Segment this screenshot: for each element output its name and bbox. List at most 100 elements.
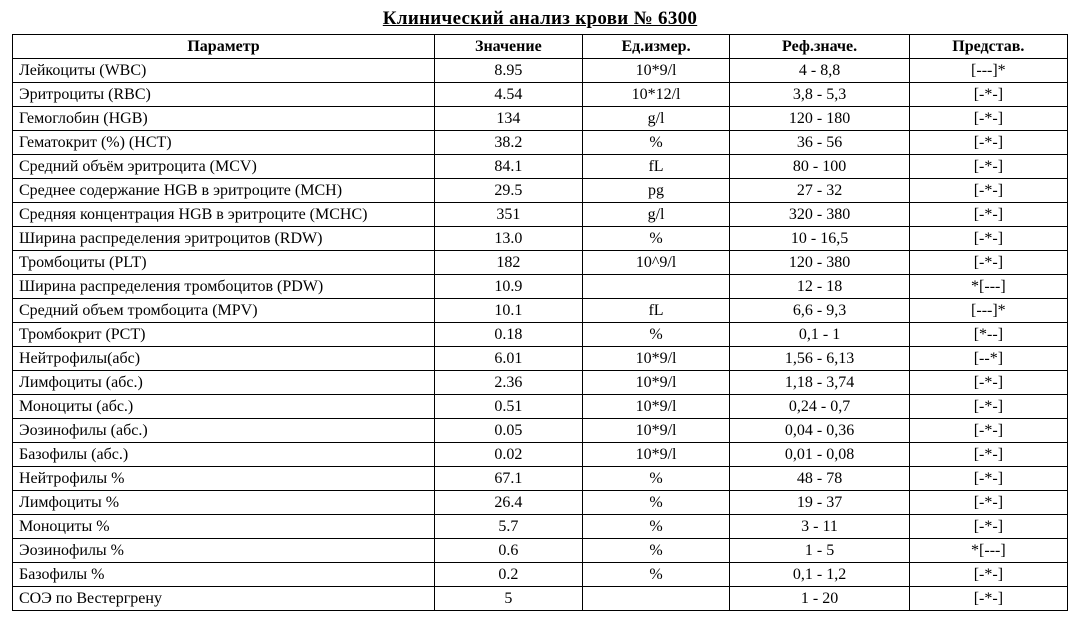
cell-rep: [-*-] [909,227,1067,251]
cell-ref: 3 - 11 [730,515,909,539]
cell-ref: 48 - 78 [730,467,909,491]
table-row: Эозинофилы (абс.)0.0510*9/l0,04 - 0,36[-… [13,419,1068,443]
cell-value: 0.05 [435,419,583,443]
cell-value: 13.0 [435,227,583,251]
cell-ref: 27 - 32 [730,179,909,203]
cell-value: 0.02 [435,443,583,467]
cell-param: Тромбокрит (PCT) [13,323,435,347]
table-row: Лимфоциты %26.4%19 - 37[-*-] [13,491,1068,515]
cell-rep: *[---] [909,275,1067,299]
cell-rep: [-*-] [909,371,1067,395]
cell-value: 26.4 [435,491,583,515]
cell-unit: % [582,227,730,251]
table-row: Нейтрофилы(абс)6.0110*9/l1,56 - 6,13[--*… [13,347,1068,371]
col-unit: Ед.измер. [582,35,730,59]
table-row: Тромбокрит (PCT)0.18%0,1 - 1[*--] [13,323,1068,347]
cell-ref: 1 - 5 [730,539,909,563]
cell-rep: [---]* [909,299,1067,323]
cell-unit: pg [582,179,730,203]
cell-param: Моноциты (абс.) [13,395,435,419]
cell-rep: [-*-] [909,419,1067,443]
col-ref: Реф.значе. [730,35,909,59]
cell-param: Средний объём эритроцита (MCV) [13,155,435,179]
cell-unit [582,275,730,299]
cell-rep: [-*-] [909,179,1067,203]
cell-value: 0.18 [435,323,583,347]
table-row: Ширина распределения тромбоцитов (PDW)10… [13,275,1068,299]
table-row: Лейкоциты (WBC)8.9510*9/l4 - 8,8[---]* [13,59,1068,83]
cell-unit: g/l [582,107,730,131]
cell-param: Тромбоциты (PLT) [13,251,435,275]
cell-rep: [-*-] [909,467,1067,491]
cell-rep: [-*-] [909,515,1067,539]
cell-rep: *[---] [909,539,1067,563]
cell-value: 5 [435,587,583,611]
table-row: Гематокрит (%) (HCT)38.2%36 - 56[-*-] [13,131,1068,155]
table-row: Моноциты %5.7%3 - 11[-*-] [13,515,1068,539]
cell-unit: 10^9/l [582,251,730,275]
col-value: Значение [435,35,583,59]
cell-ref: 80 - 100 [730,155,909,179]
cell-value: 351 [435,203,583,227]
cell-value: 8.95 [435,59,583,83]
cell-value: 182 [435,251,583,275]
cell-rep: [---]* [909,59,1067,83]
cell-unit: 10*9/l [582,371,730,395]
cell-value: 4.54 [435,83,583,107]
cell-value: 29.5 [435,179,583,203]
cell-unit: 10*9/l [582,419,730,443]
cell-rep: [-*-] [909,491,1067,515]
cell-value: 6.01 [435,347,583,371]
cell-rep: [-*-] [909,587,1067,611]
cell-ref: 36 - 56 [730,131,909,155]
cell-unit: 10*12/l [582,83,730,107]
cell-param: Лейкоциты (WBC) [13,59,435,83]
table-row: СОЭ по Вестергрену5 1 - 20[-*-] [13,587,1068,611]
cell-unit: % [582,539,730,563]
cell-param: СОЭ по Вестергрену [13,587,435,611]
cell-param: Моноциты % [13,515,435,539]
cell-unit: % [582,131,730,155]
cell-value: 10.9 [435,275,583,299]
cell-ref: 120 - 180 [730,107,909,131]
cell-rep: [--*] [909,347,1067,371]
cell-ref: 3,8 - 5,3 [730,83,909,107]
cell-value: 38.2 [435,131,583,155]
cell-param: Лимфоциты % [13,491,435,515]
cell-unit: % [582,515,730,539]
table-row: Ширина распределения эритроцитов (RDW)13… [13,227,1068,251]
cell-param: Эозинофилы (абс.) [13,419,435,443]
cell-rep: [-*-] [909,395,1067,419]
table-row: Базофилы %0.2%0,1 - 1,2[-*-] [13,563,1068,587]
table-row: Базофилы (абс.)0.0210*9/l0,01 - 0,08[-*-… [13,443,1068,467]
cell-value: 0.6 [435,539,583,563]
table-row: Средний объём эритроцита (MCV)84.1fL80 -… [13,155,1068,179]
cell-param: Лимфоциты (абс.) [13,371,435,395]
cell-ref: 1 - 20 [730,587,909,611]
cell-ref: 10 - 16,5 [730,227,909,251]
cell-unit: 10*9/l [582,443,730,467]
cell-ref: 0,24 - 0,7 [730,395,909,419]
cell-ref: 4 - 8,8 [730,59,909,83]
cell-param: Средний объем тромбоцита (MPV) [13,299,435,323]
cell-param: Ширина распределения тромбоцитов (PDW) [13,275,435,299]
cell-param: Средняя концентрация HGB в эритроците (M… [13,203,435,227]
cell-param: Гемоглобин (HGB) [13,107,435,131]
cell-ref: 0,01 - 0,08 [730,443,909,467]
cell-param: Ширина распределения эритроцитов (RDW) [13,227,435,251]
cell-rep: [-*-] [909,443,1067,467]
cell-param: Нейтрофилы(абс) [13,347,435,371]
cell-unit: % [582,563,730,587]
cell-unit: % [582,467,730,491]
cell-value: 134 [435,107,583,131]
cell-value: 67.1 [435,467,583,491]
cell-rep: [-*-] [909,131,1067,155]
table-row: Эритроциты (RBC)4.5410*12/l3,8 - 5,3[-*-… [13,83,1068,107]
cell-unit: 10*9/l [582,395,730,419]
cell-unit: fL [582,299,730,323]
cell-value: 84.1 [435,155,583,179]
cell-ref: 1,18 - 3,74 [730,371,909,395]
cell-ref: 19 - 37 [730,491,909,515]
table-row: Средний объем тромбоцита (MPV)10.1fL6,6 … [13,299,1068,323]
cell-unit: % [582,323,730,347]
